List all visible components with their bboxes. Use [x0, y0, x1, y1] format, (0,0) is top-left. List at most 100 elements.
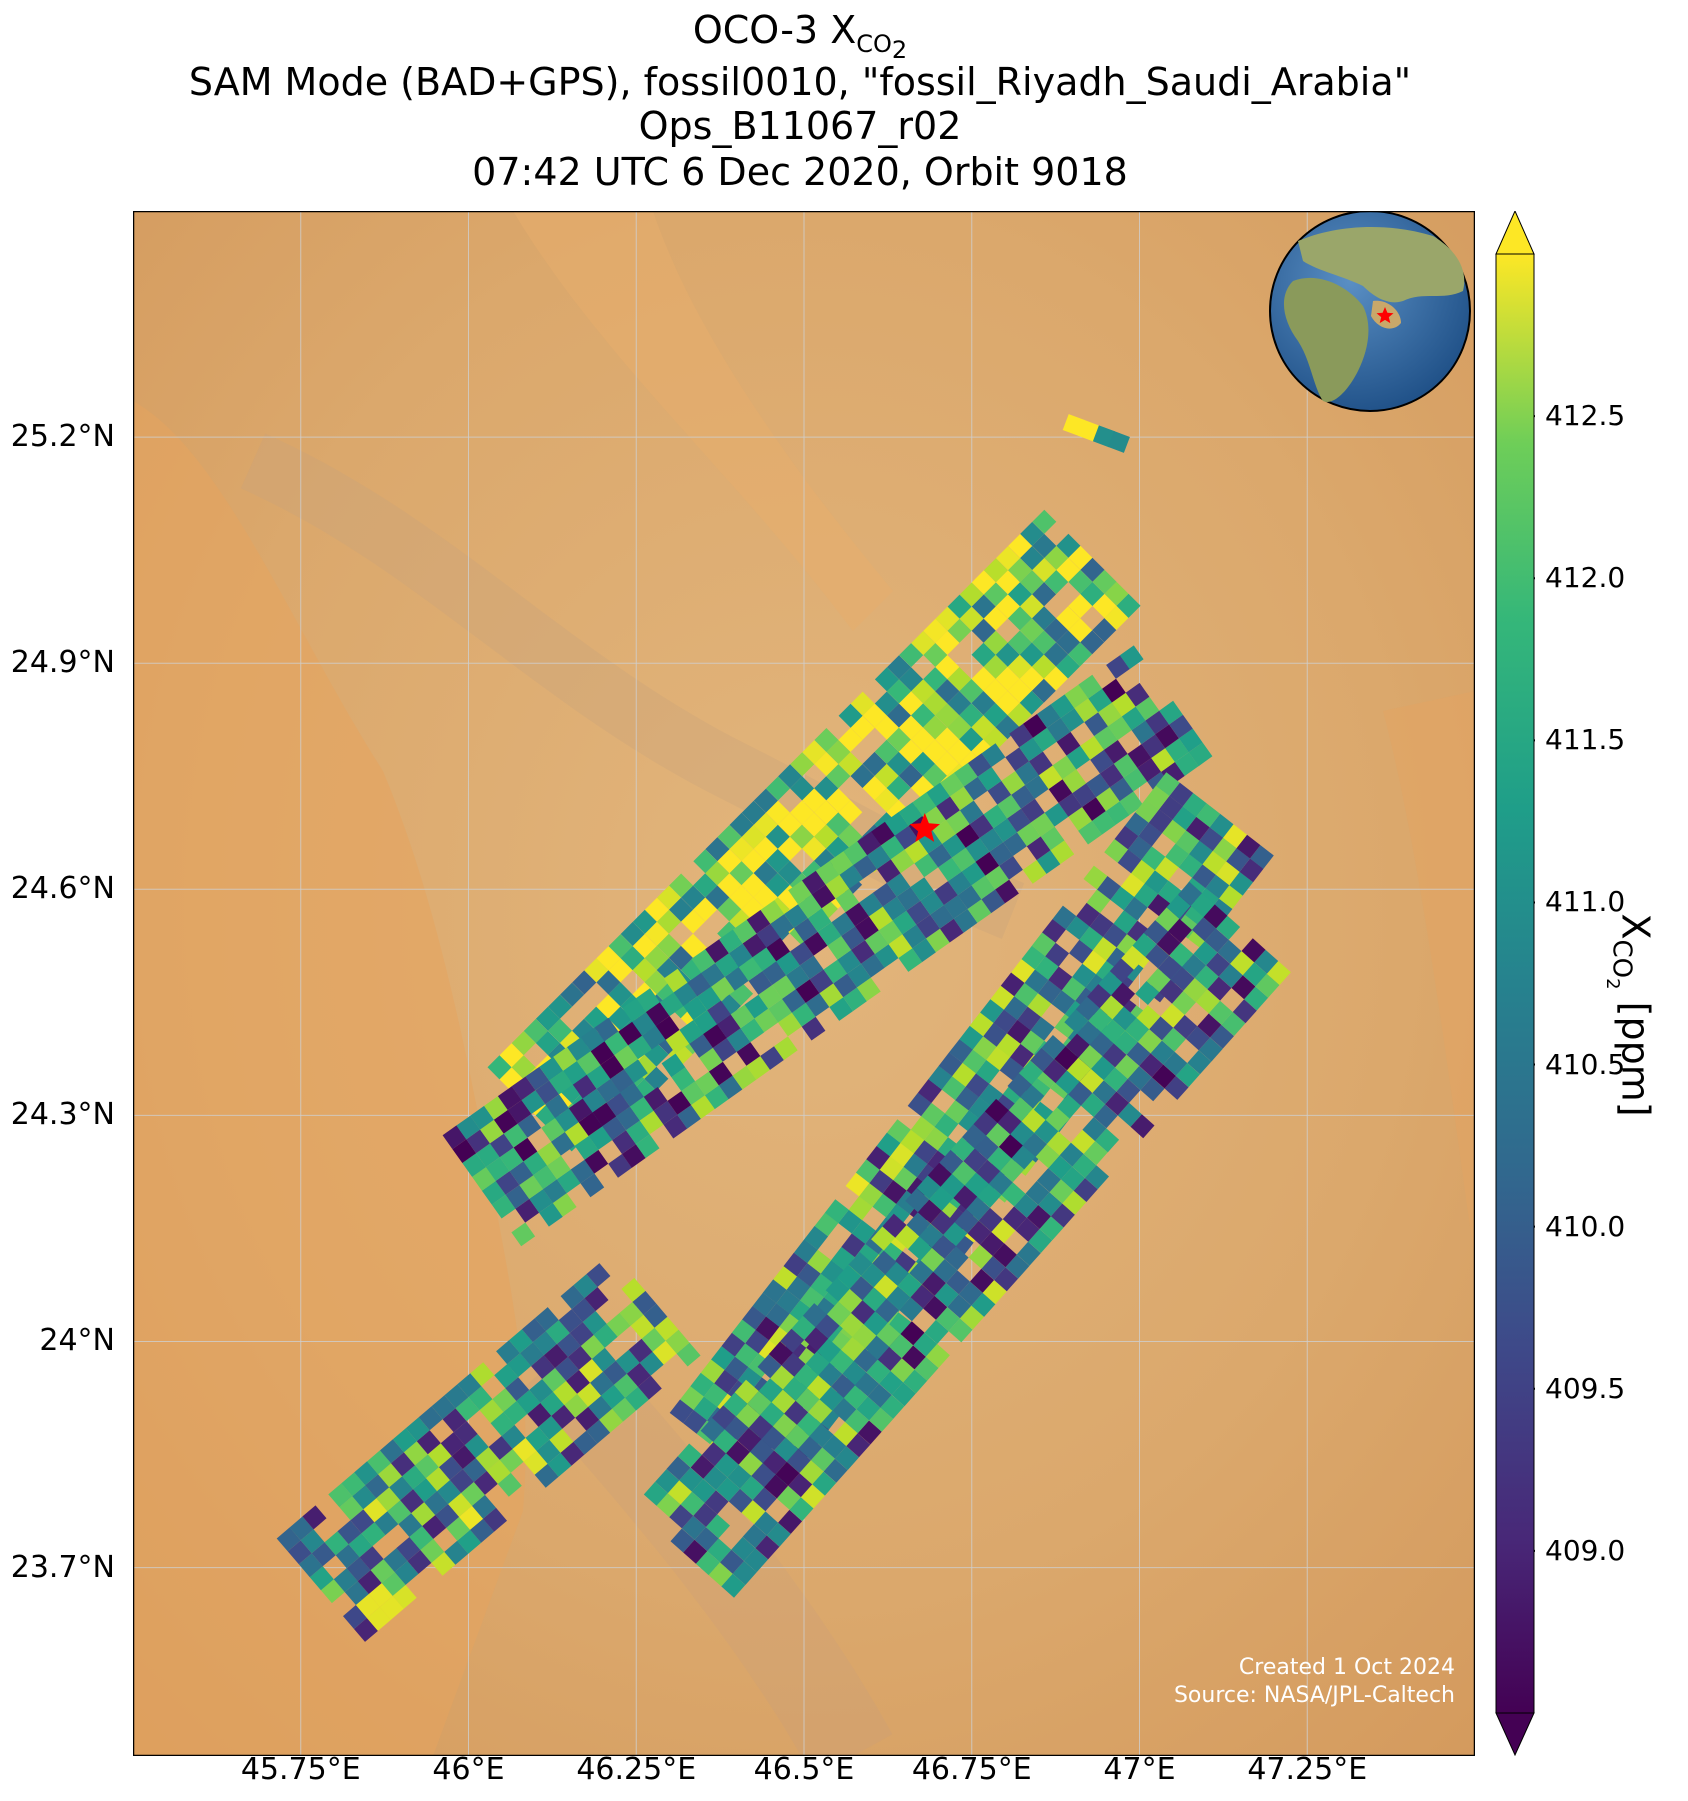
sounding-pixel — [859, 1183, 883, 1207]
sounding-pixel — [1073, 1178, 1098, 1202]
sounding-pixel — [476, 1143, 500, 1168]
sounding-pixel — [337, 1520, 362, 1545]
sounding-pixel — [644, 946, 669, 970]
sounding-pixel — [1244, 986, 1269, 1011]
sounding-pixel — [470, 1105, 494, 1130]
colorbar-tick-label: 411.0 — [1545, 885, 1626, 919]
sounding-pixel — [1011, 959, 1035, 983]
sounding-pixel — [381, 1572, 406, 1596]
sounding-pixel — [588, 1126, 613, 1150]
sounding-pixel — [816, 1338, 841, 1363]
sounding-pixel — [541, 1118, 565, 1142]
sounding-pixel — [963, 1148, 988, 1173]
sounding-pixel — [896, 887, 921, 911]
sounding-pixel — [822, 1434, 847, 1459]
swath-5[interactable] — [276, 1263, 701, 1642]
sounding-pixel — [785, 1424, 810, 1449]
sounding-pixel — [765, 824, 790, 849]
sounding-pixel — [959, 679, 984, 704]
swath-6[interactable] — [1062, 414, 1130, 453]
sounding-pixel — [552, 1193, 577, 1217]
sounding-pixel — [923, 739, 947, 764]
colorbar-tick-label: 409.5 — [1545, 1371, 1626, 1405]
sounding-pixel — [806, 1375, 831, 1400]
sounding-pixel — [748, 971, 773, 995]
sounding-pixel — [420, 1538, 445, 1563]
sounding-pixel — [737, 1427, 762, 1452]
lat-tick-label: 24.6°N — [10, 871, 115, 907]
sounding-pixel — [823, 1458, 848, 1483]
sounding-pixel — [1132, 932, 1157, 957]
sounding-pixel — [1242, 962, 1267, 987]
sounding-pixel — [804, 1225, 829, 1250]
sounding-pixel — [438, 1456, 463, 1480]
sounding-pixel — [1068, 618, 1093, 643]
sounding-pixel — [801, 1016, 826, 1041]
sounding-pixel — [578, 1112, 603, 1136]
sounding-pixel — [838, 1209, 863, 1234]
sounding-pixel — [621, 1277, 646, 1302]
sounding-pixel — [946, 1270, 970, 1295]
sounding-pixel — [953, 909, 978, 933]
swath-4[interactable] — [643, 881, 1291, 1598]
sounding-pixel — [1041, 1035, 1066, 1059]
sounding-pixel — [1080, 557, 1105, 582]
sounding-pixel — [470, 1362, 495, 1387]
chart-title-line2: SAM Mode (BAD+GPS), fossil0010, "fossil_… — [188, 60, 1412, 104]
sounding-pixel — [906, 1212, 931, 1237]
sounding-pixel — [1003, 832, 1027, 856]
sounding-pixel — [802, 740, 827, 765]
sounding-pixel — [492, 1388, 517, 1412]
sounding-pixel — [402, 1465, 426, 1490]
sounding-pixel — [911, 679, 936, 704]
sounding-pixel — [700, 1418, 725, 1442]
colorbar-tick-label: 412.0 — [1545, 561, 1626, 595]
sounding-pixel — [1187, 1050, 1212, 1075]
sounding-pixel — [1161, 1027, 1186, 1052]
sounding-pixel — [652, 1340, 677, 1365]
sounding-pixel — [974, 1135, 999, 1160]
sounding-pixel — [493, 1109, 518, 1134]
sounding-pixel — [852, 1324, 877, 1349]
sounding-pixel — [1188, 742, 1213, 767]
sounding-pixel — [573, 1430, 598, 1455]
sounding-pixel — [736, 1042, 761, 1066]
sounding-pixel — [1027, 993, 1052, 1017]
sounding-pixel — [971, 570, 996, 595]
sounding-pixel — [456, 1115, 481, 1140]
sounding-pixel — [380, 1439, 404, 1464]
sounding-pixel — [545, 1320, 570, 1344]
sounding-pixel — [949, 1039, 973, 1063]
sounding-pixel — [505, 1377, 530, 1401]
swath-2[interactable] — [442, 645, 1213, 1247]
sounding-pixel — [1042, 1059, 1067, 1084]
sounding-pixel — [630, 1314, 655, 1339]
sounding-pixel — [812, 1471, 837, 1496]
sounding-pixel — [1080, 630, 1105, 655]
satellite-map[interactable] — [133, 211, 1475, 1756]
sounding-pixel — [751, 1463, 776, 1488]
sounding-pixel — [1054, 1046, 1079, 1071]
sounding-pixel — [489, 1133, 514, 1158]
globe-inset — [1269, 211, 1471, 412]
sounding-pixel — [448, 1493, 472, 1517]
sounding-pixel — [789, 1497, 814, 1522]
sounding-pixel — [934, 1283, 959, 1307]
sounding-pixel — [547, 1452, 572, 1477]
sounding-pixel — [667, 1091, 692, 1115]
sounding-pixel — [980, 999, 1004, 1023]
sounding-pixel — [1088, 688, 1112, 713]
sounding-pixel — [693, 1503, 718, 1527]
sounding-pixel — [511, 1222, 536, 1247]
sounding-pixel — [1137, 758, 1162, 782]
sounding-pixel — [1007, 702, 1032, 727]
sounding-pixel — [1117, 1102, 1142, 1127]
target-star-marker[interactable] — [909, 813, 940, 842]
sounding-pixel — [1023, 714, 1047, 738]
xco2-swaths[interactable] — [276, 414, 1291, 1642]
sounding-pixel — [839, 865, 864, 889]
sounding-pixel — [626, 1362, 651, 1387]
sounding-pixel — [786, 1449, 811, 1473]
sounding-pixel — [706, 1514, 730, 1539]
sounding-pixel — [457, 1529, 482, 1554]
